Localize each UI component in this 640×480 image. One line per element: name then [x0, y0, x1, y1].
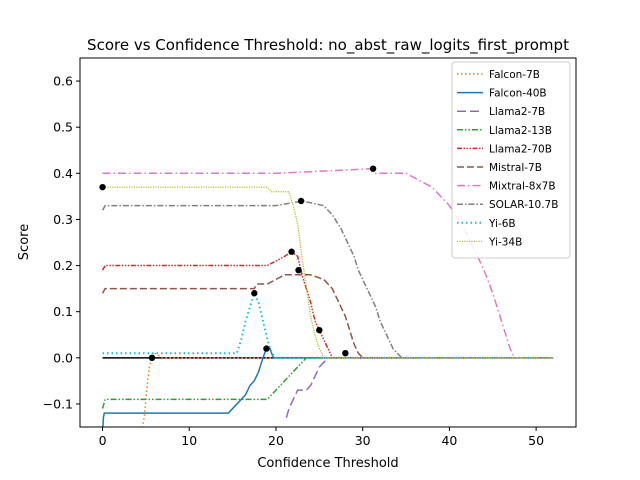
y-tick-label: 0.2 [53, 258, 73, 273]
y-tick-label: 0.6 [53, 74, 73, 89]
legend-label: Llama2-13B [489, 125, 552, 137]
x-axis-ticks: 0 10 20 30 40 50 [99, 427, 544, 448]
legend-label: Llama2-70B [489, 143, 552, 155]
x-tick-label: 0 [99, 433, 107, 448]
x-tick-label: 10 [181, 433, 197, 448]
series-line-mistral-7b [101, 274, 554, 359]
series-line-yi-6b [102, 290, 554, 359]
y-tick-label: −0.1 [43, 396, 73, 411]
best-score-marker [342, 350, 349, 357]
series-line-solar-10-7b [101, 200, 554, 359]
series-line-llama2-7b [285, 357, 554, 418]
legend-label: Llama2-7B [489, 106, 545, 118]
best-score-marker [316, 326, 323, 334]
y-tick-label: 0.1 [53, 304, 73, 319]
y-tick-label: 0.4 [53, 166, 73, 181]
legend-label: Falcon-7B [489, 69, 540, 81]
y-tick-label: 0.5 [53, 120, 73, 135]
x-tick-label: 50 [528, 433, 544, 448]
best-score-marker [99, 183, 106, 191]
legend: Falcon-7B Falcon-40B Llama2-7B Llama2-13B Ll… [451, 61, 571, 259]
legend-label: Mixtral-8x7B [489, 181, 556, 193]
legend-label: Mistral-7B [489, 162, 542, 174]
plot-frame [79, 57, 577, 428]
y-tick-label: 0.3 [53, 212, 73, 227]
best-score-marker [288, 248, 295, 255]
y-axis-ticks: −0.1 0.0 0.1 0.2 0.3 0.4 0.5 0.6 [43, 74, 80, 411]
legend-box [451, 61, 571, 259]
best-score-marker [369, 165, 377, 172]
x-tick-label: 40 [441, 433, 457, 448]
legend-label: Falcon-40B [489, 88, 547, 100]
series-line-yi-34b [102, 186, 554, 359]
series-line-falcon-7b [141, 352, 554, 427]
legend-label: Yi-6B [488, 218, 516, 230]
chart-title: Score vs Confidence Threshold: no_abst_r… [87, 36, 569, 55]
series-line-falcon-40b [102, 347, 554, 427]
marker-layer [99, 165, 377, 362]
x-tick-label: 30 [355, 433, 371, 448]
best-score-marker [263, 345, 270, 352]
x-axis-label: Confidence Threshold [257, 456, 398, 471]
legend-label: SOLAR-10.7B [489, 199, 558, 211]
legend-label: Yi-34B [488, 236, 522, 248]
y-axis-label: Score [17, 224, 32, 260]
best-score-marker [148, 354, 156, 362]
y-tick-label: 0.0 [53, 350, 73, 365]
best-score-marker [295, 266, 302, 274]
best-score-marker [297, 197, 305, 205]
best-score-marker [251, 290, 258, 297]
series-line-llama2-13b [101, 357, 554, 409]
x-tick-label: 20 [268, 433, 284, 448]
series-line-llama2-70b [101, 250, 554, 359]
